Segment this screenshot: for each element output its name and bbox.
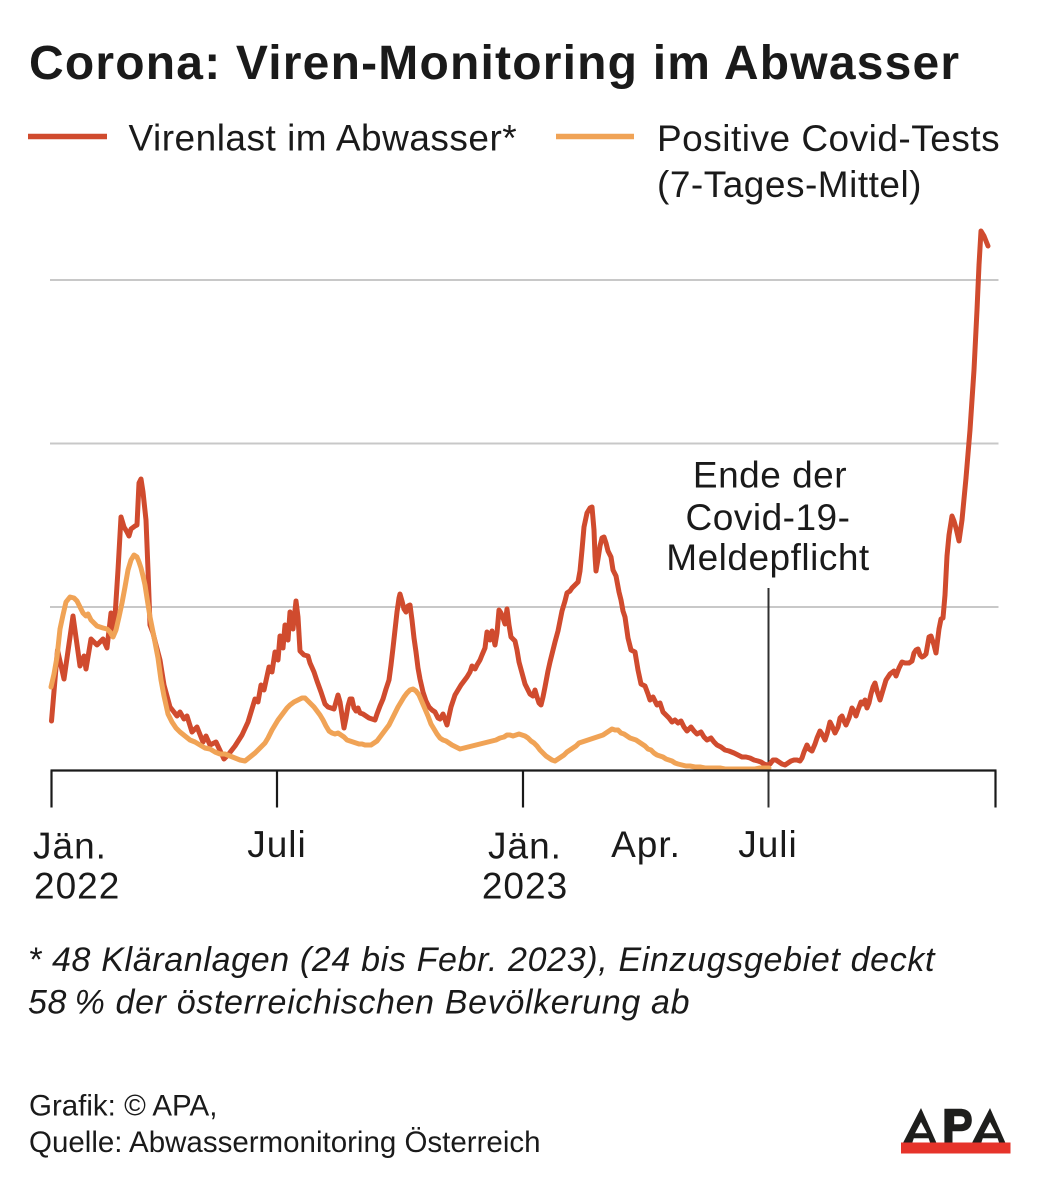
svg-text:Juli: Juli bbox=[738, 824, 798, 865]
svg-text:Apr.: Apr. bbox=[611, 824, 681, 865]
svg-text:Jän.: Jän. bbox=[488, 826, 562, 867]
svg-text:Quelle: Abwassermonitoring Öst: Quelle: Abwassermonitoring Österreich bbox=[29, 1126, 541, 1159]
svg-text:* 48 Kläranlagen (24 bis Febr.: * 48 Kläranlagen (24 bis Febr. 2023), Ei… bbox=[28, 941, 936, 979]
svg-text:2022: 2022 bbox=[34, 866, 120, 907]
svg-text:Ende der: Ende der bbox=[693, 455, 847, 496]
svg-text:Grafik: © APA,: Grafik: © APA, bbox=[29, 1090, 217, 1123]
svg-text:2023: 2023 bbox=[482, 866, 568, 907]
svg-text:Positive Covid-Tests: Positive Covid-Tests bbox=[657, 118, 1000, 159]
svg-text:Juli: Juli bbox=[247, 824, 307, 865]
svg-text:Meldepflicht: Meldepflicht bbox=[666, 537, 870, 578]
svg-text:Jän.: Jän. bbox=[33, 826, 107, 867]
svg-text:Corona: Viren-Monitoring im Ab: Corona: Viren-Monitoring im Abwasser bbox=[29, 37, 960, 90]
svg-text:Virenlast im Abwasser*: Virenlast im Abwasser* bbox=[129, 118, 518, 159]
svg-text:(7-Tages-Mittel): (7-Tages-Mittel) bbox=[657, 164, 922, 205]
svg-text:58 % der österreichischen Bevö: 58 % der österreichischen Bevölkerung ab bbox=[28, 984, 690, 1022]
svg-text:Covid-19-: Covid-19- bbox=[686, 497, 851, 538]
